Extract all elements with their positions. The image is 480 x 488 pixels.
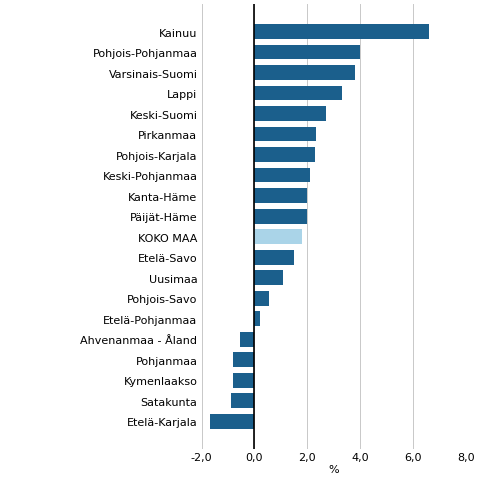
Bar [254, 66, 355, 81]
Bar [254, 107, 325, 122]
Bar [254, 45, 360, 61]
Bar [233, 373, 254, 388]
Bar [254, 127, 316, 142]
Bar [254, 291, 269, 306]
Bar [254, 209, 307, 224]
Bar [240, 332, 254, 347]
Bar [254, 168, 310, 183]
Bar [254, 230, 302, 244]
Bar [231, 393, 254, 408]
Bar [254, 86, 341, 101]
Bar [209, 414, 254, 429]
Bar [233, 353, 254, 367]
Bar [254, 189, 307, 203]
Bar [254, 312, 260, 326]
X-axis label: %: % [328, 465, 339, 474]
Bar [254, 25, 429, 40]
Bar [254, 271, 283, 285]
Bar [254, 148, 315, 163]
Bar [254, 250, 294, 265]
